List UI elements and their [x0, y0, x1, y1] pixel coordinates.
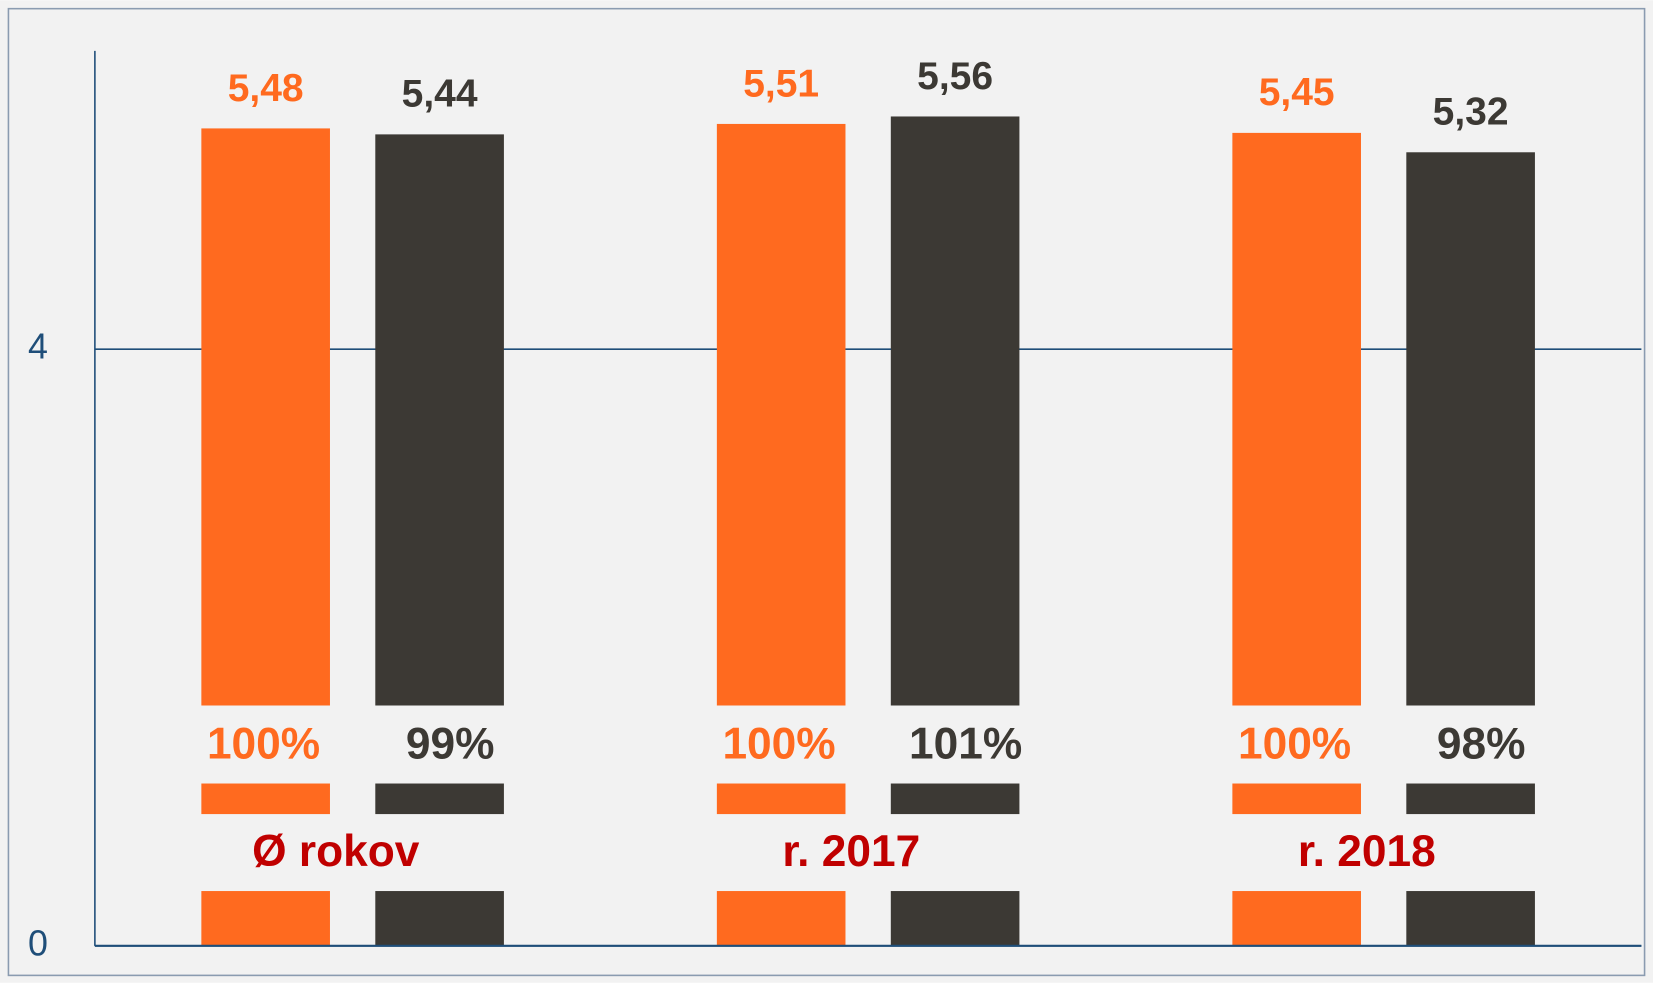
- value-label: 5,51: [743, 62, 819, 105]
- percent-label: 100%: [722, 719, 835, 768]
- label-gap: [1231, 705, 1363, 784]
- label-gap: [889, 814, 1021, 892]
- label-gap: [715, 705, 847, 784]
- label-gap: [1231, 814, 1363, 892]
- label-gap: [1405, 705, 1536, 784]
- label-gap: [200, 814, 332, 892]
- percent-label: 100%: [1238, 719, 1351, 768]
- bar: [201, 128, 330, 946]
- percent-label: 100%: [207, 719, 320, 768]
- label-gap: [374, 814, 505, 892]
- value-label: 5,32: [1433, 91, 1509, 134]
- x-tick-label: Ø rokov: [252, 827, 420, 876]
- bar: [890, 116, 1020, 946]
- percent-label: 99%: [406, 719, 495, 768]
- value-label: 5,48: [228, 67, 304, 110]
- bar: [1232, 132, 1361, 946]
- percent-label: 101%: [909, 719, 1022, 768]
- y-tick-label: 4: [28, 327, 48, 367]
- value-label: 5,56: [917, 55, 993, 98]
- label-gap: [374, 705, 505, 784]
- value-label: 5,45: [1259, 71, 1335, 114]
- label-gap: [889, 705, 1021, 784]
- bar: [1406, 152, 1535, 946]
- y-tick-label: 0: [28, 923, 48, 963]
- x-tick-label: r. 2017: [782, 827, 920, 876]
- value-label: 5,44: [402, 73, 478, 116]
- label-gap: [1405, 814, 1536, 892]
- bar: [716, 123, 846, 946]
- bar: [375, 134, 504, 946]
- label-gap: [200, 705, 332, 784]
- frame: [7, 7, 1646, 977]
- x-tick-label: r. 2018: [1298, 827, 1436, 876]
- label-gap: [715, 814, 847, 892]
- percent-label: 98%: [1437, 719, 1526, 768]
